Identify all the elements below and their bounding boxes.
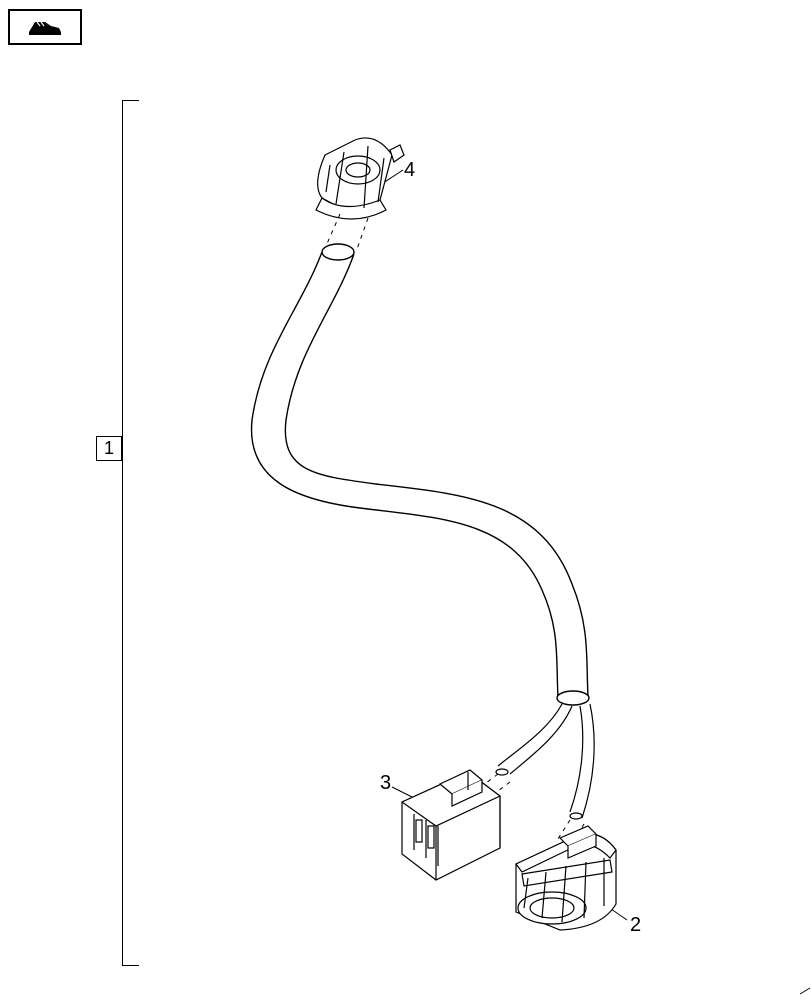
harness-drawing xyxy=(0,0,812,1000)
diagram-canvas: 1 4 3 2 xyxy=(0,0,812,1000)
connector-3 xyxy=(402,770,500,880)
wire-branches xyxy=(496,704,594,819)
connector-2 xyxy=(516,826,616,930)
cable xyxy=(252,244,589,705)
